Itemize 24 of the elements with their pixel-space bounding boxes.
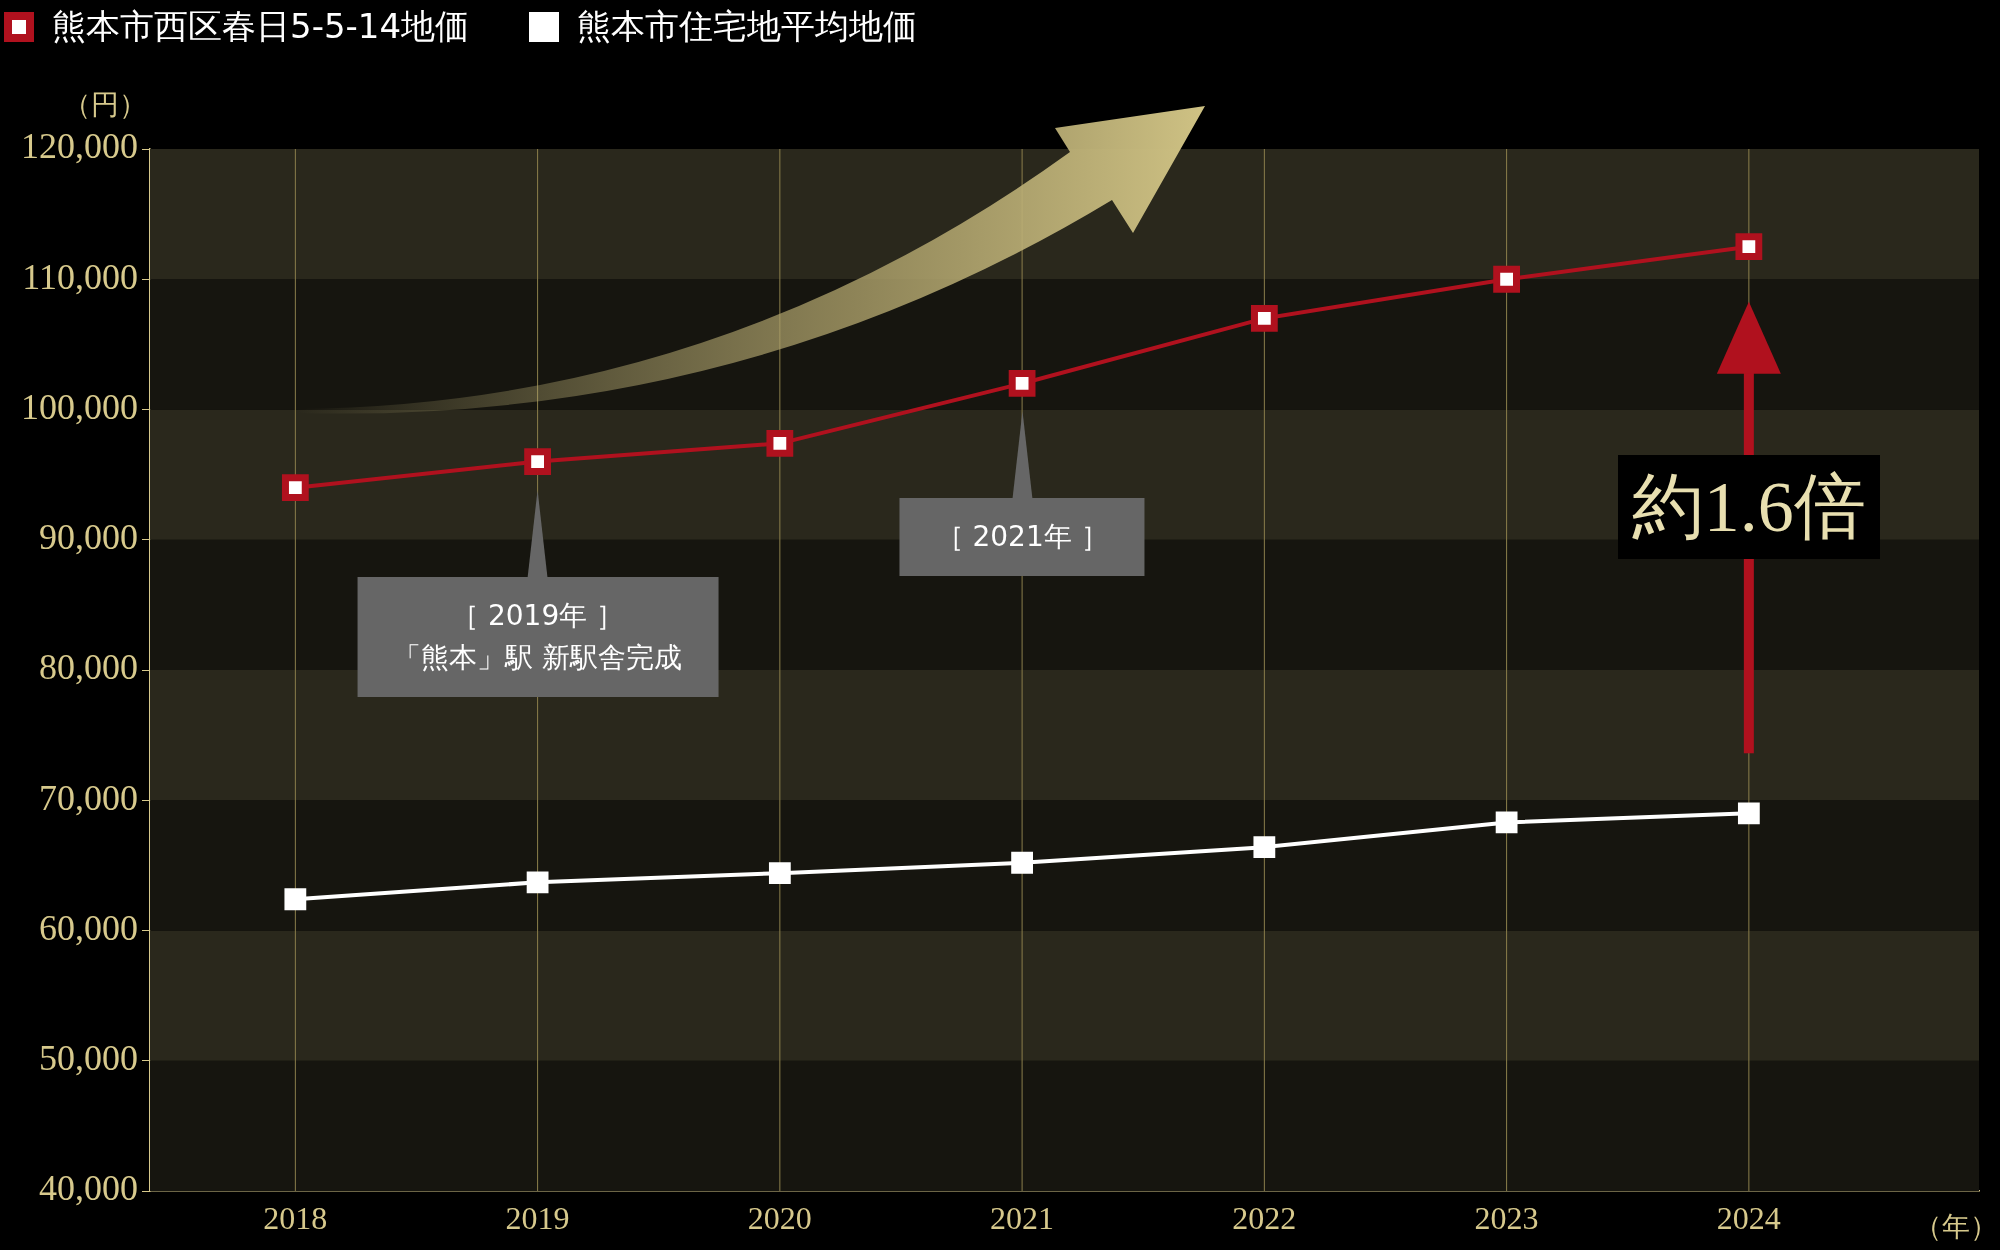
y-tick-label: 60,000	[39, 907, 138, 948]
annotation: 約1.6倍	[1617, 455, 1880, 560]
y-tick-label: 70,000	[39, 777, 138, 818]
x-tick-label: 2022	[1232, 1199, 1297, 1236]
y-tick-label: 120,000	[21, 126, 138, 167]
x-tick-label: 2023	[1474, 1199, 1539, 1236]
annotation: ［ 2019年 ］	[450, 597, 626, 634]
annotation: 「熊本」駅 新駅舎完成	[393, 639, 683, 676]
y-tick-label: 110,000	[22, 256, 138, 297]
x-tick-label: 2019	[505, 1199, 570, 1236]
y-axis-title: （円）	[63, 89, 147, 121]
annotation: ［ 2021年 ］	[935, 519, 1109, 556]
y-tick-label: 50,000	[39, 1038, 138, 1079]
y-tick-label: 90,000	[39, 517, 138, 558]
y-tick-label: 80,000	[39, 647, 138, 688]
y-tick-label: 40,000	[39, 1168, 138, 1209]
x-tick-label: 2020	[747, 1199, 812, 1236]
legend-label: 熊本市西区春日5-5-14地価	[52, 5, 470, 48]
x-axis-title: （年）	[1914, 1211, 1998, 1243]
x-tick-label: 2021	[990, 1199, 1055, 1236]
x-tick-label: 2018	[263, 1199, 328, 1236]
legend-label: 熊本市住宅地平均地価	[577, 5, 918, 48]
x-tick-label: 2024	[1716, 1199, 1781, 1236]
y-tick-label: 100,000	[21, 386, 138, 427]
